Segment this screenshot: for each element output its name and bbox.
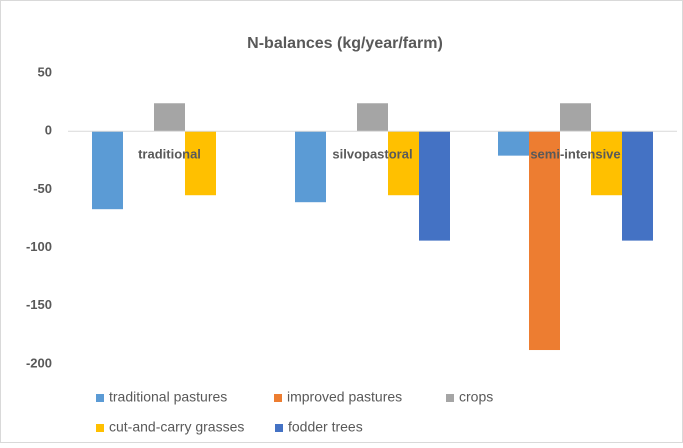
legend-label: crops xyxy=(459,389,493,405)
bar xyxy=(92,131,123,210)
bar xyxy=(529,131,560,351)
category-label: semi-intensive xyxy=(530,147,620,162)
bar xyxy=(154,103,185,132)
legend-label: cut-and-carry grasses xyxy=(109,419,244,435)
y-tick-label: -100 xyxy=(26,239,52,254)
legend-swatch xyxy=(96,394,104,402)
y-tick-label: -50 xyxy=(33,181,52,196)
legend-label: improved pastures xyxy=(287,389,402,405)
legend-label: traditional pastures xyxy=(109,389,227,405)
bar xyxy=(357,103,388,132)
legend-swatch xyxy=(96,424,104,432)
y-tick-label: 0 xyxy=(45,123,52,138)
bar xyxy=(560,103,591,132)
category-label: traditional xyxy=(138,147,201,162)
legend-swatch xyxy=(275,424,283,432)
chart-title: N-balances (kg/year/farm) xyxy=(247,35,443,52)
bar xyxy=(295,131,326,203)
bar xyxy=(622,131,653,241)
y-tick-label: 50 xyxy=(38,64,52,79)
bar xyxy=(419,131,450,241)
legend-swatch xyxy=(446,394,454,402)
legend-swatch xyxy=(274,394,282,402)
bar xyxy=(185,131,216,196)
bar xyxy=(591,131,622,196)
y-tick-label: -200 xyxy=(26,355,52,370)
legend-label: fodder trees xyxy=(288,419,363,435)
bar xyxy=(498,131,529,156)
bar xyxy=(388,131,419,196)
y-tick-label: -150 xyxy=(26,297,52,312)
category-label: silvopastoral xyxy=(332,147,412,162)
